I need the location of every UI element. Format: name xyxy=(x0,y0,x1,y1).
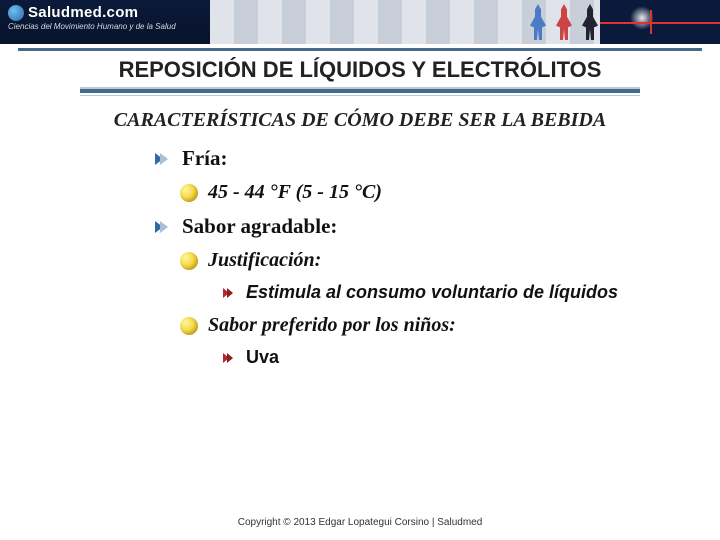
title-rule xyxy=(80,89,640,93)
justificacion-label: Justificación: xyxy=(208,249,321,272)
bullet-level3: Uva xyxy=(220,347,680,369)
chevron-icon xyxy=(150,217,172,237)
disc-icon xyxy=(180,252,198,270)
figure-icon xyxy=(528,4,548,40)
figure-icon xyxy=(580,4,600,40)
bullet-level3: Estimula al consumo voluntario de líquid… xyxy=(220,282,680,304)
disc-icon xyxy=(180,184,198,202)
bullet-level2: Justificación: xyxy=(180,249,680,272)
justificacion-text: Estimula al consumo voluntario de líquid… xyxy=(246,282,618,304)
small-chevron-icon xyxy=(220,286,236,300)
ecg-wave-icon xyxy=(600,0,720,44)
fria-label: Fría: xyxy=(182,146,227,171)
bullet-level2: Sabor preferido por los niños: xyxy=(180,314,680,337)
banner-brand-block: Saludmed.com Ciencias del Movimiento Hum… xyxy=(0,0,210,44)
site-banner: Saludmed.com Ciencias del Movimiento Hum… xyxy=(0,0,720,44)
small-chevron-icon xyxy=(220,351,236,365)
slide-subtitle: CARACTERÍSTICAS DE CÓMO DEBE SER LA BEBI… xyxy=(20,109,700,132)
brand-tagline: Ciencias del Movimiento Humano y de la S… xyxy=(8,22,202,31)
sabor-ninos-value: Uva xyxy=(246,347,279,369)
globe-icon xyxy=(8,5,24,21)
slide-content: Fría: 45 - 44 °F (5 - 15 °C) Sabor agrad… xyxy=(0,146,720,368)
chevron-icon xyxy=(150,149,172,169)
sabor-ninos-label: Sabor preferido por los niños: xyxy=(208,314,456,337)
disc-icon xyxy=(180,317,198,335)
brand-name: Saludmed.com xyxy=(28,4,138,21)
sabor-label: Sabor agradable: xyxy=(182,214,337,239)
figure-icon xyxy=(554,4,574,40)
slide-title: REPOSICIÓN DE LÍQUIDOS Y ELECTRÓLITOS xyxy=(0,51,720,85)
bullet-level1: Fría: xyxy=(150,146,680,171)
copyright-text: Copyright © 2013 Edgar Lopategui Corsino… xyxy=(0,517,720,528)
fria-temp: 45 - 44 °F (5 - 15 °C) xyxy=(208,181,382,204)
bullet-level2: 45 - 44 °F (5 - 15 °C) xyxy=(180,181,680,204)
bullet-level1: Sabor agradable: xyxy=(150,214,680,239)
